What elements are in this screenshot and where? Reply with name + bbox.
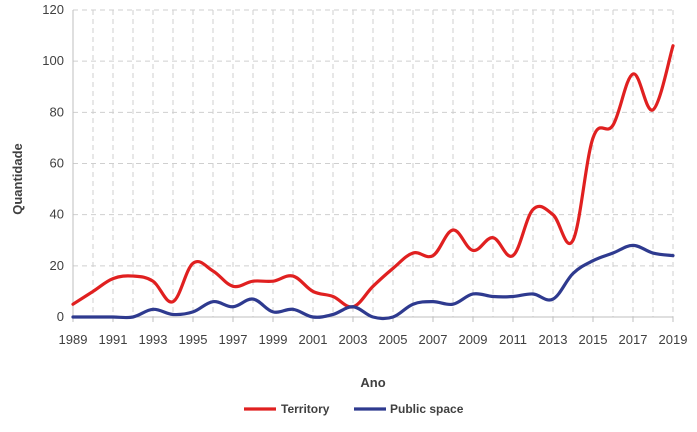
x-tick-label: 1993: [139, 332, 168, 347]
x-axis-title: Ano: [360, 375, 385, 390]
x-tick-label: 2017: [619, 332, 648, 347]
grid: [73, 9, 674, 317]
legend-label-territory: Territory: [281, 402, 330, 416]
x-tick-label: 1997: [219, 332, 248, 347]
y-axis-title: Quantidade: [10, 143, 25, 215]
legend-label-public-space: Public space: [390, 402, 464, 416]
series-lines: [71, 44, 675, 321]
x-tick-label: 2001: [299, 332, 328, 347]
x-tick-label: 2009: [459, 332, 488, 347]
legend: Territory Public space: [244, 402, 464, 416]
x-tick-label: 2015: [579, 332, 608, 347]
y-tick-label: 40: [50, 207, 64, 222]
x-tick-label: 1989: [59, 332, 88, 347]
y-tick-label: 0: [57, 309, 64, 324]
y-tick-label: 60: [50, 156, 64, 171]
series-line-territory: [71, 44, 675, 309]
y-tick-label: 80: [50, 104, 64, 119]
x-tick-label: 2013: [539, 332, 568, 347]
x-tick-label: 1999: [259, 332, 288, 347]
x-tick-label: 1991: [99, 332, 128, 347]
x-tick-label: 2007: [419, 332, 448, 347]
x-tick-label: 2011: [499, 332, 527, 347]
x-tick-label: 2005: [379, 332, 408, 347]
x-tick-label: 2019: [659, 332, 688, 347]
series-line-public-space: [71, 243, 675, 321]
x-tick-label: 2003: [339, 332, 368, 347]
y-tick-label: 120: [42, 2, 64, 17]
x-tick-label: 1995: [179, 332, 208, 347]
y-tick-label: 20: [50, 258, 64, 273]
y-tick-label: 100: [42, 53, 64, 68]
